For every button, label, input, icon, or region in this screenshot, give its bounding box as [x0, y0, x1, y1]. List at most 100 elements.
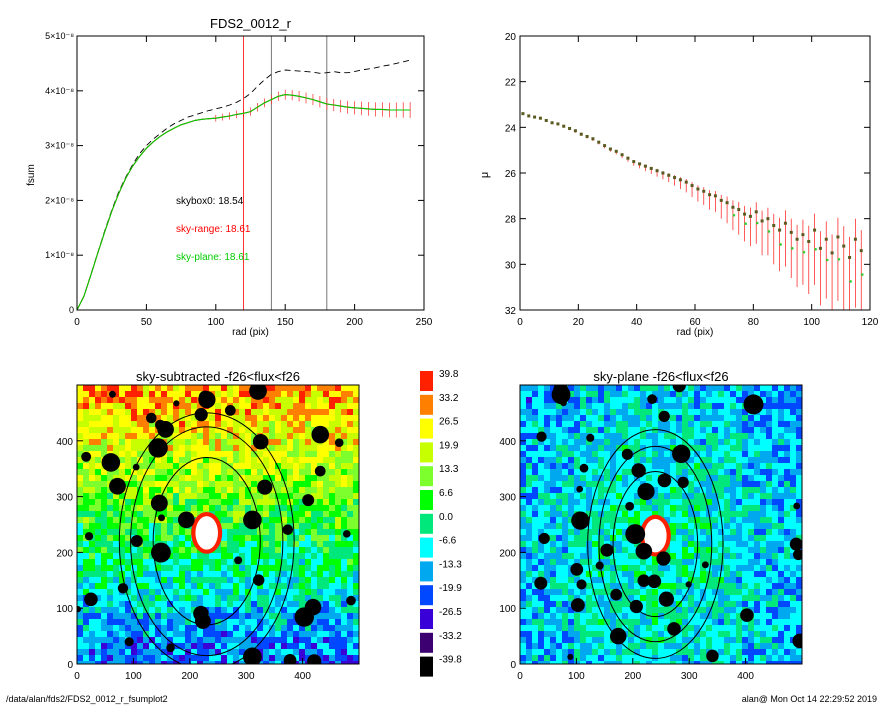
map-cell: [556, 661, 563, 664]
map-cell: [269, 601, 276, 608]
map-cell: [221, 631, 228, 638]
map-cell: [736, 595, 743, 602]
map-cell: [299, 487, 306, 494]
map-cell: [676, 559, 683, 566]
map-cell: [574, 505, 581, 512]
map-cell: [580, 487, 587, 494]
map-cell: [341, 445, 348, 452]
map-cell: [688, 469, 695, 476]
map-cell: [335, 499, 342, 506]
map-cell: [251, 535, 258, 542]
map-cell: [676, 409, 683, 416]
map-cell: [778, 571, 785, 578]
sky-plane-frame: [519, 384, 803, 665]
map-cell: [329, 439, 336, 446]
map-cell: [215, 661, 222, 664]
map-cell: [586, 619, 593, 626]
masked-star: [307, 654, 322, 664]
map-cell: [712, 643, 719, 650]
map-cell: [700, 619, 707, 626]
map-cell: [263, 619, 270, 626]
map-cell: [766, 499, 773, 506]
map-cell: [185, 577, 192, 584]
map-cell: [77, 511, 84, 518]
map-cell: [257, 475, 264, 482]
map-cell: [676, 529, 683, 536]
map-cell: [760, 631, 767, 638]
map-cell: [688, 457, 695, 464]
map-cell: [173, 451, 180, 458]
map-cell: [688, 439, 695, 446]
masked-star: [342, 530, 351, 538]
map-cell: [604, 391, 611, 398]
map-cell: [179, 577, 186, 584]
map-cell: [550, 613, 557, 620]
map-cell: [682, 661, 689, 664]
map-cell: [562, 655, 569, 662]
map-cell: [754, 505, 761, 512]
map-cell: [233, 523, 240, 530]
map-cell: [287, 385, 294, 392]
map-cell: [520, 529, 527, 536]
map-cell: [682, 583, 689, 590]
map-cell: [353, 433, 359, 440]
map-cell: [269, 397, 276, 404]
map-cell: [149, 385, 156, 392]
map-cell: [131, 421, 138, 428]
map-cell: [227, 481, 234, 488]
map-cell: [239, 403, 246, 410]
map-cell: [161, 481, 168, 488]
map-cell: [718, 427, 725, 434]
map-cell: [724, 415, 731, 422]
map-cell: [616, 643, 623, 650]
map-cell: [532, 475, 539, 482]
map-cell: [760, 541, 767, 548]
map-cell: [550, 619, 557, 626]
map-cell: [347, 427, 354, 434]
data-point: [743, 212, 747, 216]
map-cell: [215, 439, 222, 446]
map-cell: [676, 541, 683, 548]
map-cell: [556, 553, 563, 560]
map-cell: [718, 547, 725, 554]
map-cell: [568, 577, 575, 584]
colorbar-label: 0.0: [439, 512, 453, 523]
map-cell: [275, 655, 282, 662]
map-cell: [197, 505, 204, 512]
map-cell: [293, 517, 300, 524]
map-cell: [700, 565, 707, 572]
map-cell: [275, 427, 282, 434]
map-cell: [293, 409, 300, 416]
map-cell: [766, 631, 773, 638]
map-cell: [113, 649, 120, 656]
map-cell: [544, 631, 551, 638]
map-cell: [275, 493, 282, 500]
map-cell: [634, 427, 641, 434]
map-cell: [610, 391, 617, 398]
data-point: [719, 198, 723, 202]
map-cell: [335, 403, 342, 410]
map-cell: [538, 619, 545, 626]
map-cell: [574, 481, 581, 488]
map-cell: [179, 451, 186, 458]
galaxy-core: [644, 518, 667, 553]
map-cell: [550, 439, 557, 446]
map-cell: [77, 589, 84, 596]
map-cell: [251, 589, 258, 596]
map-cell: [730, 643, 737, 650]
map-cell: [167, 559, 174, 566]
map-cell: [137, 439, 144, 446]
map-cell: [107, 619, 114, 626]
masked-star: [656, 551, 671, 566]
map-cell: [658, 511, 665, 518]
map-cell: [652, 463, 659, 470]
map-cell: [550, 385, 557, 392]
map-cell: [784, 607, 791, 614]
data-point: [649, 166, 653, 170]
map-cell: [101, 595, 108, 602]
map-cell: [329, 403, 336, 410]
map-cell: [263, 571, 270, 578]
map-cell: [83, 559, 90, 566]
map-cell: [586, 571, 593, 578]
map-cell: [586, 523, 593, 530]
